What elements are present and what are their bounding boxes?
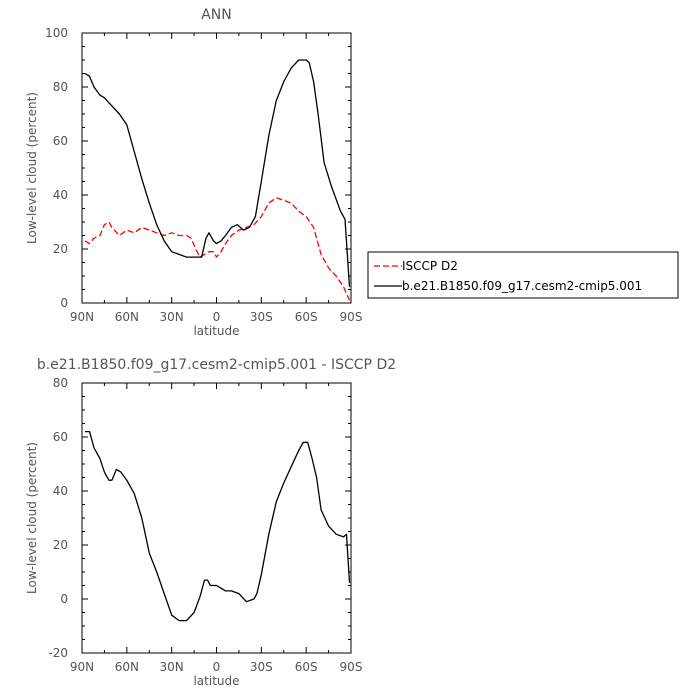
x-tick-label: 60N <box>115 310 139 324</box>
chart-title: ANN <box>201 7 232 23</box>
legend-box <box>367 251 679 299</box>
y-tick-label: 20 <box>53 538 68 552</box>
x-tick-label: 90S <box>340 660 363 674</box>
y-axis-label: Low-level cloud (percent) <box>25 442 39 594</box>
y-tick-label: 20 <box>53 242 68 256</box>
y-tick-label: 80 <box>53 376 68 390</box>
plot-frame <box>81 32 352 304</box>
y-tick-label: 60 <box>53 134 68 148</box>
series-line-1 <box>85 430 351 622</box>
y-tick-label: 60 <box>53 430 68 444</box>
x-tick-label: 90N <box>70 310 94 324</box>
y-tick-label: 40 <box>53 484 68 498</box>
x-tick-label: 60S <box>295 310 318 324</box>
x-tick-label: 30S <box>250 660 273 674</box>
x-tick-label: 90N <box>70 660 94 674</box>
x-axis-label: latitude <box>193 674 239 688</box>
legend-label: b.e21.B1850.f09_g17.cesm2-cmip5.001 <box>402 279 642 293</box>
chart-title: b.e21.B1850.f09_g17.cesm2-cmip5.001 - IS… <box>37 357 396 373</box>
series-line-2 <box>84 59 351 287</box>
bottom-plot: 90N 60N 30N 0 30S 60S 90S -20 0 20 40 60 80 latitude L… <box>25 357 396 688</box>
x-tick-label: 90S <box>340 310 363 324</box>
top-plot: 90N 60N 30N 0 30S 60S 90S 0 20 40 60 80 100 latitude L… <box>25 7 679 338</box>
x-tick-label: 30N <box>160 310 184 324</box>
y-tick-label: 40 <box>53 188 68 202</box>
x-tick-label: 30S <box>250 310 273 324</box>
series-line-1 <box>84 197 351 301</box>
y-tick-label: -20 <box>48 646 68 660</box>
x-tick-label: 0 <box>213 660 221 674</box>
y-tick-label: 80 <box>53 80 68 94</box>
y-tick-label: 0 <box>60 592 68 606</box>
y-axis-label: Low-level cloud (percent) <box>25 92 39 244</box>
x-tick-label: 60N <box>115 660 139 674</box>
y-tick-label: 100 <box>45 26 68 40</box>
y-tick-label: 0 <box>60 296 68 310</box>
x-axis-label: latitude <box>193 324 239 338</box>
x-tick-label: 30N <box>160 660 184 674</box>
plot-frame <box>81 382 352 654</box>
legend-label: ISCCP D2 <box>402 259 458 273</box>
x-tick-label: 0 <box>213 310 221 324</box>
x-tick-label: 60S <box>295 660 318 674</box>
